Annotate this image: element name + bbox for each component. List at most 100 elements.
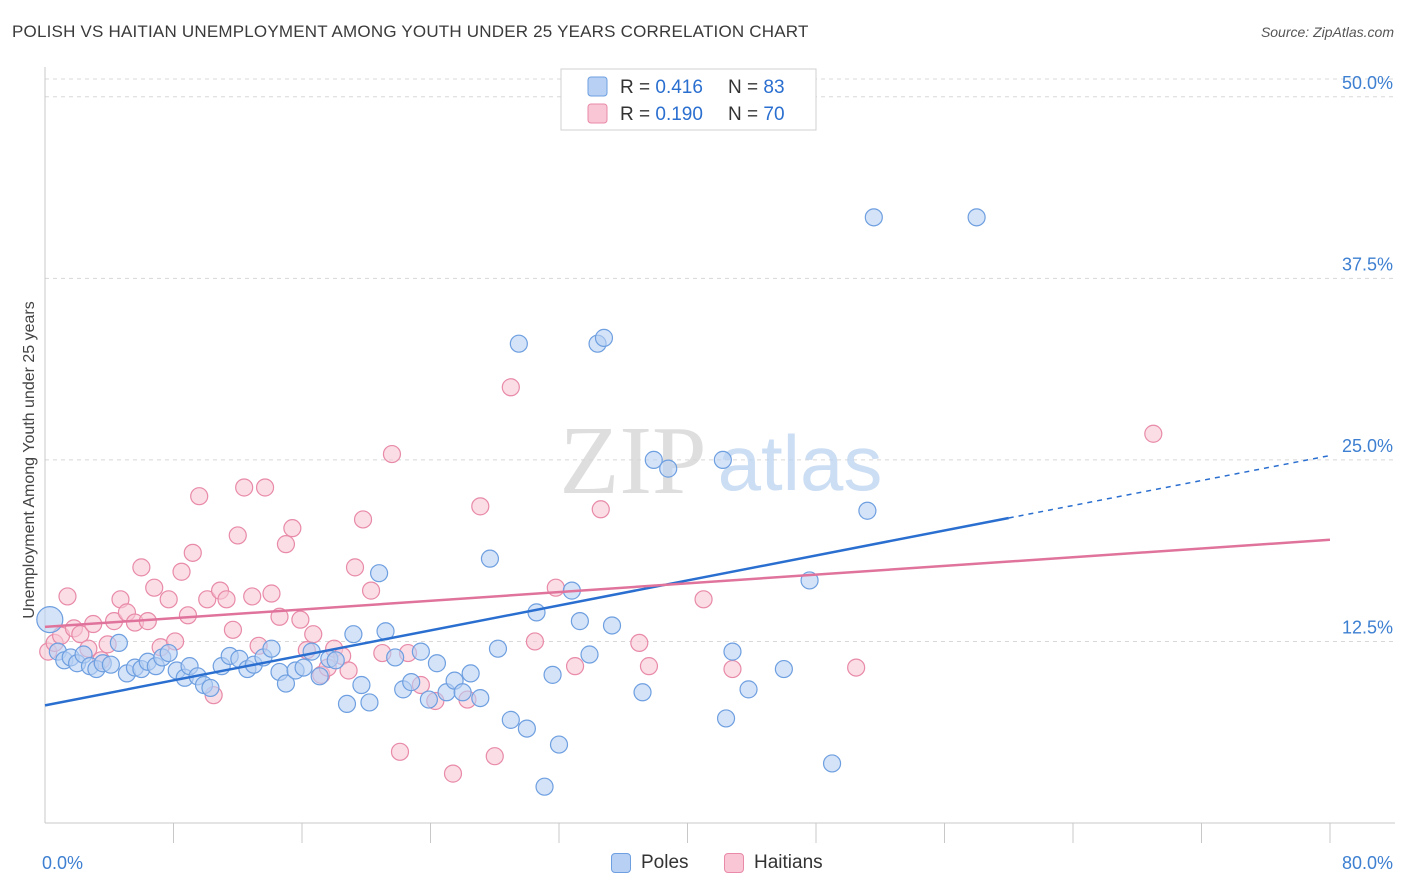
legend-swatch-poles <box>611 853 631 873</box>
poles-point <box>739 680 758 699</box>
y-tick-label: 12.5% <box>1342 617 1393 637</box>
legend-swatch-poles <box>587 76 608 97</box>
legend-r-value: 0.190 <box>655 104 703 125</box>
haitians-point <box>591 500 610 519</box>
haitians-point <box>217 590 236 609</box>
haitians-point <box>694 590 713 609</box>
gridlines <box>45 78 1395 642</box>
y-tick-label: 37.5% <box>1342 254 1393 274</box>
poles-trend-extension <box>1008 454 1331 519</box>
poles-point <box>822 754 842 773</box>
haitians-point <box>145 578 164 597</box>
haitians-point <box>159 590 178 609</box>
haitians-point <box>501 378 520 397</box>
poles-point <box>488 639 508 658</box>
poles-point <box>774 659 793 679</box>
series-legend: Poles Haitians <box>0 850 1406 878</box>
haitians-point <box>525 632 545 651</box>
haitians-point <box>276 535 296 554</box>
poles-point <box>461 664 480 683</box>
x-tick-label: 80.0% <box>1342 853 1393 873</box>
svg-text:N = 70: N = 70 <box>728 104 785 125</box>
poles-point <box>310 667 329 686</box>
svg-text:R = 0.416: R = 0.416 <box>620 77 703 98</box>
haitians-trend-line <box>44 538 1331 629</box>
haitians-point <box>58 587 77 606</box>
poles-point <box>101 655 120 674</box>
poles-point <box>716 709 736 728</box>
poles-point <box>386 648 405 667</box>
legend-r-value: 0.416 <box>655 77 703 98</box>
poles-point <box>453 683 472 702</box>
poles-point <box>419 690 438 709</box>
poles-point <box>360 693 379 712</box>
poles-point <box>326 651 345 670</box>
haitians-point <box>178 606 198 625</box>
watermark-atlas: atlas <box>718 419 883 507</box>
poles-point <box>159 643 178 663</box>
haitians-point <box>390 742 410 761</box>
legend-n-label: N = <box>728 77 763 98</box>
legend-swatch-haitians <box>724 853 744 873</box>
poles-point <box>864 208 883 227</box>
poles-point <box>570 612 589 631</box>
poles-point <box>501 710 520 729</box>
haitians-point <box>291 610 310 629</box>
poles-point <box>517 719 536 738</box>
poles-point <box>427 654 447 673</box>
trend-lines <box>44 454 1331 707</box>
poles-point <box>262 639 281 658</box>
haitians-point <box>223 620 243 639</box>
poles-point <box>337 694 357 714</box>
correlation-legend: R = 0.416 N = 83 R = 0.190 N = 70 <box>560 68 817 131</box>
y-axis-label: Unemployment Among Youth under 25 years <box>21 301 38 619</box>
legend-item-haitians[interactable]: Haitians <box>724 852 823 874</box>
haitians-point <box>132 558 151 577</box>
haitians-point <box>485 747 504 766</box>
haitians-point <box>1144 424 1163 443</box>
haitians-point <box>630 633 649 652</box>
poles-point <box>723 642 742 661</box>
poles-point <box>352 675 371 695</box>
poles-points <box>36 208 986 796</box>
legend-swatch-haitians <box>587 103 608 124</box>
legend-n-value: 83 <box>763 77 784 98</box>
haitians-point <box>190 487 209 506</box>
poles-point <box>201 678 220 698</box>
haitians-point <box>262 584 281 603</box>
poles-point <box>480 549 500 568</box>
poles-point <box>527 603 546 622</box>
haitians-point <box>339 661 358 680</box>
poles-point <box>370 564 389 583</box>
poles-point <box>294 658 313 677</box>
poles-point <box>967 208 986 227</box>
poles-point <box>659 459 678 478</box>
haitians-point <box>198 590 217 609</box>
haitians-point <box>243 587 262 606</box>
haitians-point <box>723 659 742 679</box>
legend-label-haitians: Haitians <box>754 852 823 873</box>
poles-point <box>402 673 421 692</box>
haitians-point <box>361 581 381 600</box>
haitians-point <box>183 543 202 562</box>
legend-r-label: R = <box>620 77 655 98</box>
haitians-point <box>639 657 659 676</box>
haitians-point <box>283 519 302 538</box>
poles-point <box>344 625 363 644</box>
haitians-point <box>304 625 323 644</box>
axes <box>44 67 1395 843</box>
poles-point <box>276 674 296 693</box>
poles-point <box>858 501 877 520</box>
haitians-point <box>471 497 490 516</box>
chart-title: POLISH VS HAITIAN UNEMPLOYMENT AMONG YOU… <box>12 22 809 41</box>
haitians-point <box>443 764 463 783</box>
legend-r-label: R = <box>620 104 655 125</box>
poles-trend-line <box>44 516 1009 707</box>
legend-item-poles[interactable]: Poles <box>611 852 689 874</box>
haitians-point <box>382 444 402 464</box>
haitians-point <box>172 562 191 581</box>
svg-text:R = 0.190: R = 0.190 <box>620 104 703 125</box>
haitians-point <box>353 510 373 529</box>
haitians-point <box>228 526 247 545</box>
